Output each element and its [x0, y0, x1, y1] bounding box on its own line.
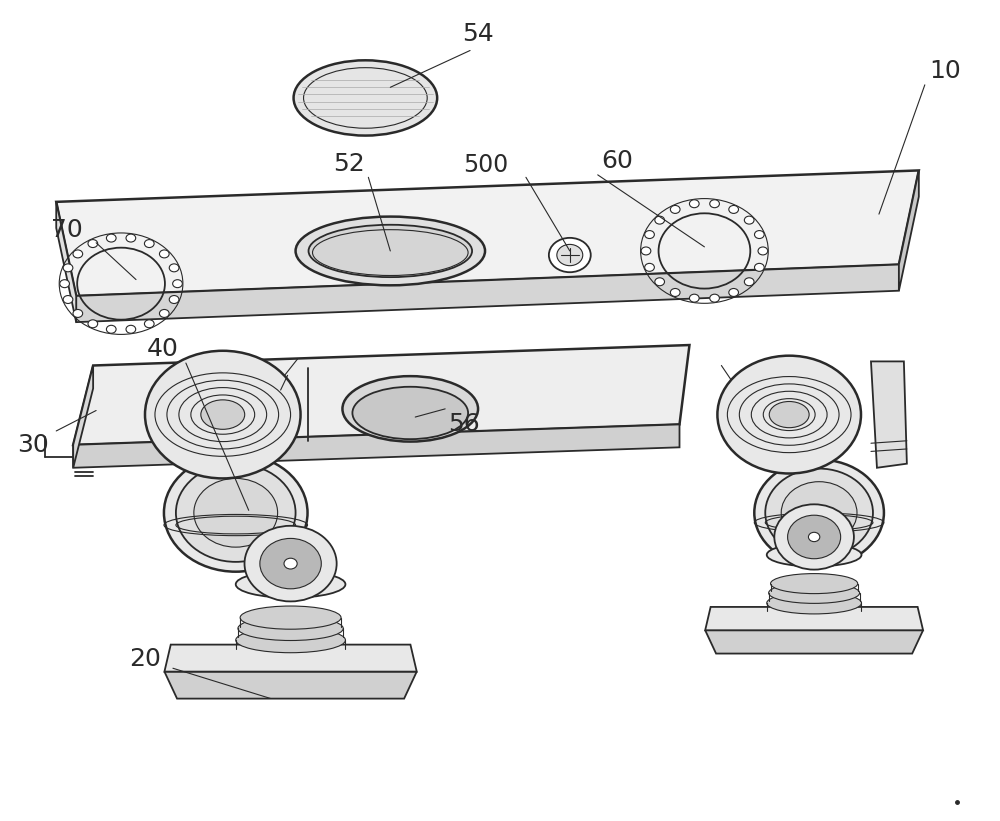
Polygon shape — [76, 264, 899, 322]
Circle shape — [744, 277, 754, 286]
Circle shape — [126, 234, 136, 242]
Circle shape — [159, 310, 169, 318]
Circle shape — [88, 240, 98, 248]
Text: 56: 56 — [448, 412, 480, 436]
Circle shape — [710, 200, 719, 208]
Circle shape — [557, 245, 583, 266]
Circle shape — [754, 231, 764, 239]
Circle shape — [245, 525, 337, 602]
Circle shape — [774, 504, 854, 570]
Polygon shape — [164, 672, 417, 699]
Polygon shape — [899, 171, 919, 291]
Circle shape — [549, 238, 591, 273]
Circle shape — [808, 532, 820, 542]
Circle shape — [159, 250, 169, 258]
Circle shape — [144, 320, 154, 328]
Circle shape — [729, 288, 738, 296]
Polygon shape — [73, 365, 93, 468]
Ellipse shape — [769, 582, 860, 603]
Circle shape — [754, 264, 764, 271]
Polygon shape — [56, 171, 919, 296]
Circle shape — [655, 216, 665, 224]
Text: 52: 52 — [333, 152, 364, 176]
Text: 500: 500 — [463, 154, 508, 177]
Text: 10: 10 — [929, 59, 961, 83]
Circle shape — [689, 294, 699, 302]
Ellipse shape — [352, 387, 468, 439]
Ellipse shape — [236, 627, 345, 653]
Circle shape — [284, 558, 297, 569]
Circle shape — [169, 264, 179, 272]
Ellipse shape — [238, 617, 343, 640]
Text: 54: 54 — [462, 22, 494, 47]
Circle shape — [781, 482, 857, 544]
Circle shape — [194, 479, 278, 547]
Ellipse shape — [769, 401, 809, 428]
Text: 20: 20 — [129, 647, 161, 671]
Polygon shape — [56, 202, 76, 322]
Ellipse shape — [309, 225, 472, 277]
Circle shape — [670, 288, 680, 296]
Circle shape — [145, 351, 301, 479]
Ellipse shape — [240, 606, 341, 629]
Ellipse shape — [771, 574, 858, 594]
Polygon shape — [871, 361, 907, 468]
Circle shape — [689, 200, 699, 208]
Circle shape — [63, 264, 73, 272]
Circle shape — [645, 264, 654, 271]
Circle shape — [173, 280, 182, 287]
Text: 60: 60 — [602, 149, 634, 173]
Circle shape — [60, 280, 69, 287]
Circle shape — [754, 460, 884, 566]
Circle shape — [176, 464, 296, 562]
Circle shape — [717, 355, 861, 474]
Circle shape — [645, 231, 654, 239]
Ellipse shape — [201, 400, 245, 429]
Ellipse shape — [767, 592, 861, 614]
Ellipse shape — [294, 60, 437, 135]
Circle shape — [106, 234, 116, 242]
Ellipse shape — [342, 376, 478, 442]
Circle shape — [788, 516, 841, 559]
Circle shape — [710, 294, 719, 302]
Circle shape — [144, 240, 154, 248]
Circle shape — [164, 454, 308, 571]
Circle shape — [744, 216, 754, 224]
Polygon shape — [73, 345, 689, 445]
Polygon shape — [164, 644, 417, 672]
Ellipse shape — [236, 571, 345, 598]
Circle shape — [641, 247, 651, 255]
Circle shape — [73, 250, 83, 258]
Circle shape — [670, 205, 680, 213]
Polygon shape — [705, 631, 923, 654]
Text: 70: 70 — [51, 218, 83, 242]
Circle shape — [765, 469, 873, 557]
Circle shape — [169, 296, 179, 304]
Text: 40: 40 — [147, 337, 179, 361]
Text: 30: 30 — [18, 433, 49, 457]
Circle shape — [126, 325, 136, 333]
Circle shape — [758, 247, 768, 255]
Circle shape — [729, 205, 738, 213]
Circle shape — [106, 325, 116, 333]
Polygon shape — [73, 424, 679, 468]
Ellipse shape — [296, 217, 485, 286]
Circle shape — [260, 539, 321, 589]
Circle shape — [88, 320, 98, 328]
Ellipse shape — [767, 544, 861, 566]
Circle shape — [655, 277, 665, 286]
Circle shape — [63, 296, 73, 304]
Circle shape — [73, 310, 83, 318]
Polygon shape — [705, 607, 923, 631]
